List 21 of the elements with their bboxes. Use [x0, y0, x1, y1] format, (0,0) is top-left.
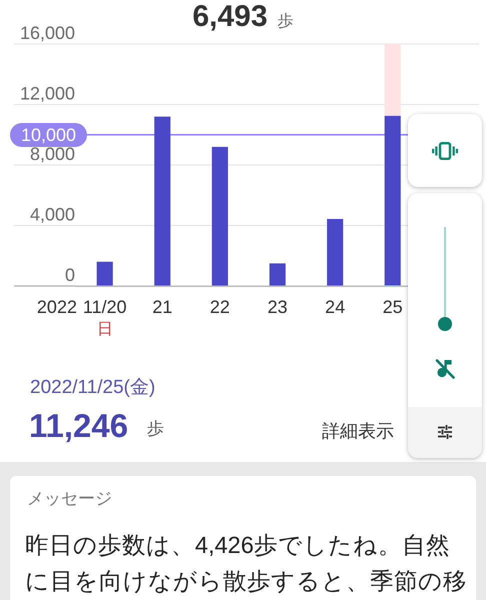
text: メッセージ: [27, 489, 112, 509]
y-tick-label: 0: [64, 264, 75, 285]
y-tick-label: 12,000: [20, 83, 75, 104]
ref-line-label: 10,000: [10, 122, 87, 147]
chart-subtitle: 歩: [278, 13, 294, 32]
text: 日: [96, 321, 113, 340]
chart-title: 6,493: [192, 0, 268, 34]
x-tick-label: 22: [210, 296, 230, 317]
text: 昨日の歩数は、4,426歩でしたね。自然に目を向けながら散歩すると、季節の移: [25, 531, 468, 596]
x-tick-label: 21: [152, 296, 172, 317]
text: 11,246: [29, 407, 128, 445]
text: 2022/11/25(金): [30, 377, 156, 399]
text: 詳細表示: [322, 421, 394, 442]
text: 歩: [147, 419, 164, 439]
text: 2022: [36, 297, 77, 319]
x-tick-label: 23: [267, 296, 288, 317]
x-tick-label: 11/20: [82, 296, 127, 317]
y-tick-label: 4,000: [30, 204, 75, 224]
y-tick-label: 16,000: [20, 22, 75, 43]
x-tick-label: 24: [325, 296, 346, 317]
x-tick-label: 25: [382, 296, 403, 317]
